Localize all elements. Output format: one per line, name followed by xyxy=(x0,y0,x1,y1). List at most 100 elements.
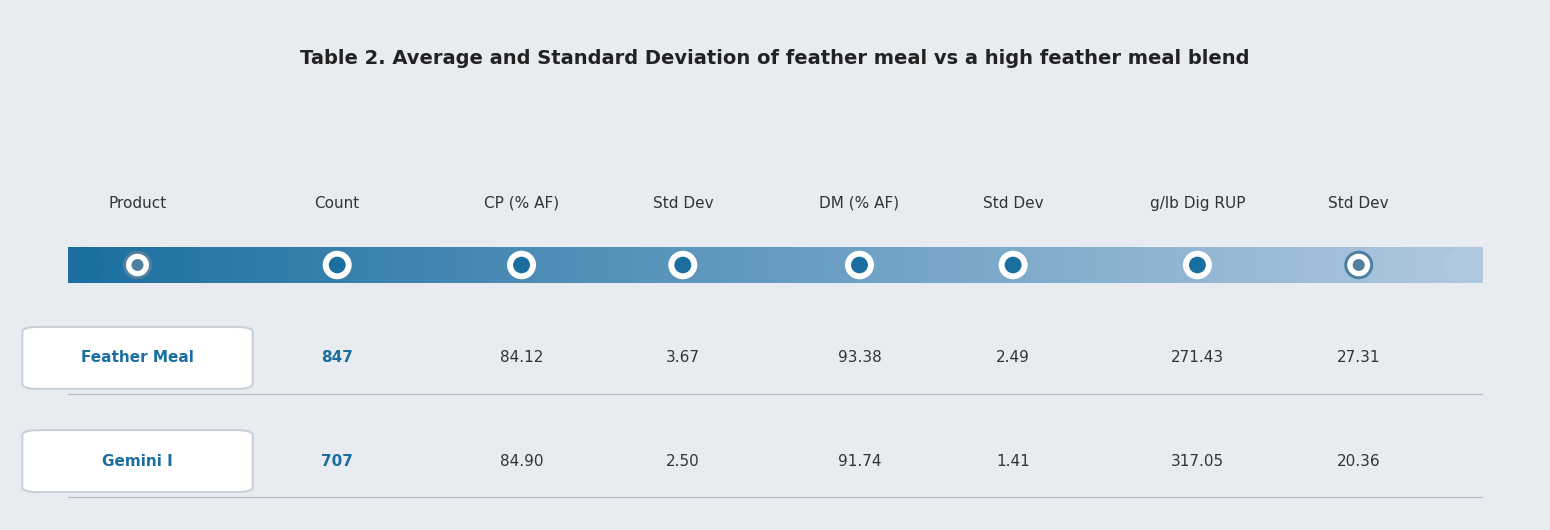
Bar xyxy=(643,247,649,283)
Bar xyxy=(530,247,536,283)
Bar xyxy=(1175,247,1181,283)
Bar xyxy=(525,247,532,283)
Text: 2.49: 2.49 xyxy=(997,350,1031,365)
Bar xyxy=(327,247,333,283)
Text: Product: Product xyxy=(109,196,167,210)
Bar xyxy=(615,247,622,283)
Text: DM (% AF): DM (% AF) xyxy=(820,196,899,210)
Bar xyxy=(930,247,936,283)
Bar xyxy=(1015,247,1021,283)
Text: 27.31: 27.31 xyxy=(1338,350,1381,365)
Bar xyxy=(812,247,818,283)
Bar xyxy=(281,247,287,283)
Bar xyxy=(1397,247,1403,283)
Bar xyxy=(78,247,84,283)
Bar xyxy=(426,247,432,283)
Bar xyxy=(708,247,715,283)
Bar xyxy=(728,247,735,283)
Bar xyxy=(625,247,631,283)
Text: 847: 847 xyxy=(321,350,353,365)
Bar xyxy=(794,247,800,283)
Bar xyxy=(591,247,598,283)
Bar xyxy=(1322,247,1328,283)
Bar xyxy=(973,247,980,283)
Bar xyxy=(671,247,677,283)
FancyBboxPatch shape xyxy=(22,430,253,492)
Text: Table 2. Average and Standard Deviation of feather meal vs a high feather meal b: Table 2. Average and Standard Deviation … xyxy=(301,49,1249,68)
Bar xyxy=(953,247,961,283)
Bar xyxy=(851,247,857,283)
Bar xyxy=(567,247,574,283)
Bar xyxy=(445,247,451,283)
Ellipse shape xyxy=(507,251,536,279)
FancyBboxPatch shape xyxy=(22,327,253,389)
Bar xyxy=(105,247,112,283)
Bar xyxy=(96,247,102,283)
Bar xyxy=(299,247,305,283)
Bar xyxy=(484,247,490,283)
Bar xyxy=(949,247,955,283)
Bar xyxy=(1223,247,1229,283)
Bar xyxy=(1161,247,1167,283)
Bar xyxy=(879,247,885,283)
Ellipse shape xyxy=(1189,257,1206,273)
Bar xyxy=(1071,247,1077,283)
Bar xyxy=(964,247,970,283)
Bar xyxy=(1142,247,1149,283)
Bar xyxy=(110,247,118,283)
Bar xyxy=(262,247,268,283)
Ellipse shape xyxy=(1183,251,1212,279)
Bar xyxy=(332,247,338,283)
Bar xyxy=(1336,247,1342,283)
Text: g/lb Dig RUP: g/lb Dig RUP xyxy=(1150,196,1245,210)
Text: Std Dev: Std Dev xyxy=(653,196,713,210)
Bar xyxy=(742,247,749,283)
Bar xyxy=(209,247,215,283)
Bar xyxy=(1100,247,1107,283)
Bar xyxy=(770,247,777,283)
Ellipse shape xyxy=(674,257,691,273)
Bar xyxy=(611,247,617,283)
Bar xyxy=(403,247,409,283)
Bar xyxy=(502,247,508,283)
Bar xyxy=(130,247,136,283)
Bar xyxy=(907,247,913,283)
Bar xyxy=(380,247,386,283)
Bar xyxy=(1373,247,1380,283)
Bar xyxy=(959,247,966,283)
Bar xyxy=(1345,247,1352,283)
Bar xyxy=(837,247,843,283)
Bar xyxy=(544,247,550,283)
Bar xyxy=(463,247,470,283)
Bar xyxy=(1138,247,1144,283)
Bar xyxy=(1463,247,1469,283)
Bar xyxy=(1307,247,1313,283)
Bar xyxy=(290,247,296,283)
Bar xyxy=(1440,247,1446,283)
Bar xyxy=(73,247,79,283)
Bar xyxy=(916,247,922,283)
Bar xyxy=(969,247,975,283)
Bar xyxy=(1311,247,1318,283)
Ellipse shape xyxy=(668,251,698,279)
Bar xyxy=(997,247,1003,283)
Bar xyxy=(1052,247,1059,283)
Bar xyxy=(1327,247,1333,283)
Bar xyxy=(346,247,352,283)
Bar xyxy=(704,247,710,283)
Bar xyxy=(318,247,324,283)
Bar xyxy=(577,247,583,283)
Bar xyxy=(629,247,636,283)
Bar xyxy=(172,247,178,283)
Bar xyxy=(1152,247,1158,283)
Bar xyxy=(620,247,626,283)
Bar xyxy=(1359,247,1366,283)
Bar xyxy=(1034,247,1040,283)
Bar xyxy=(719,247,725,283)
Bar xyxy=(1401,247,1407,283)
Bar xyxy=(586,247,592,283)
Bar xyxy=(1091,247,1097,283)
Bar xyxy=(375,247,381,283)
Bar xyxy=(713,247,721,283)
Bar xyxy=(1029,247,1035,283)
